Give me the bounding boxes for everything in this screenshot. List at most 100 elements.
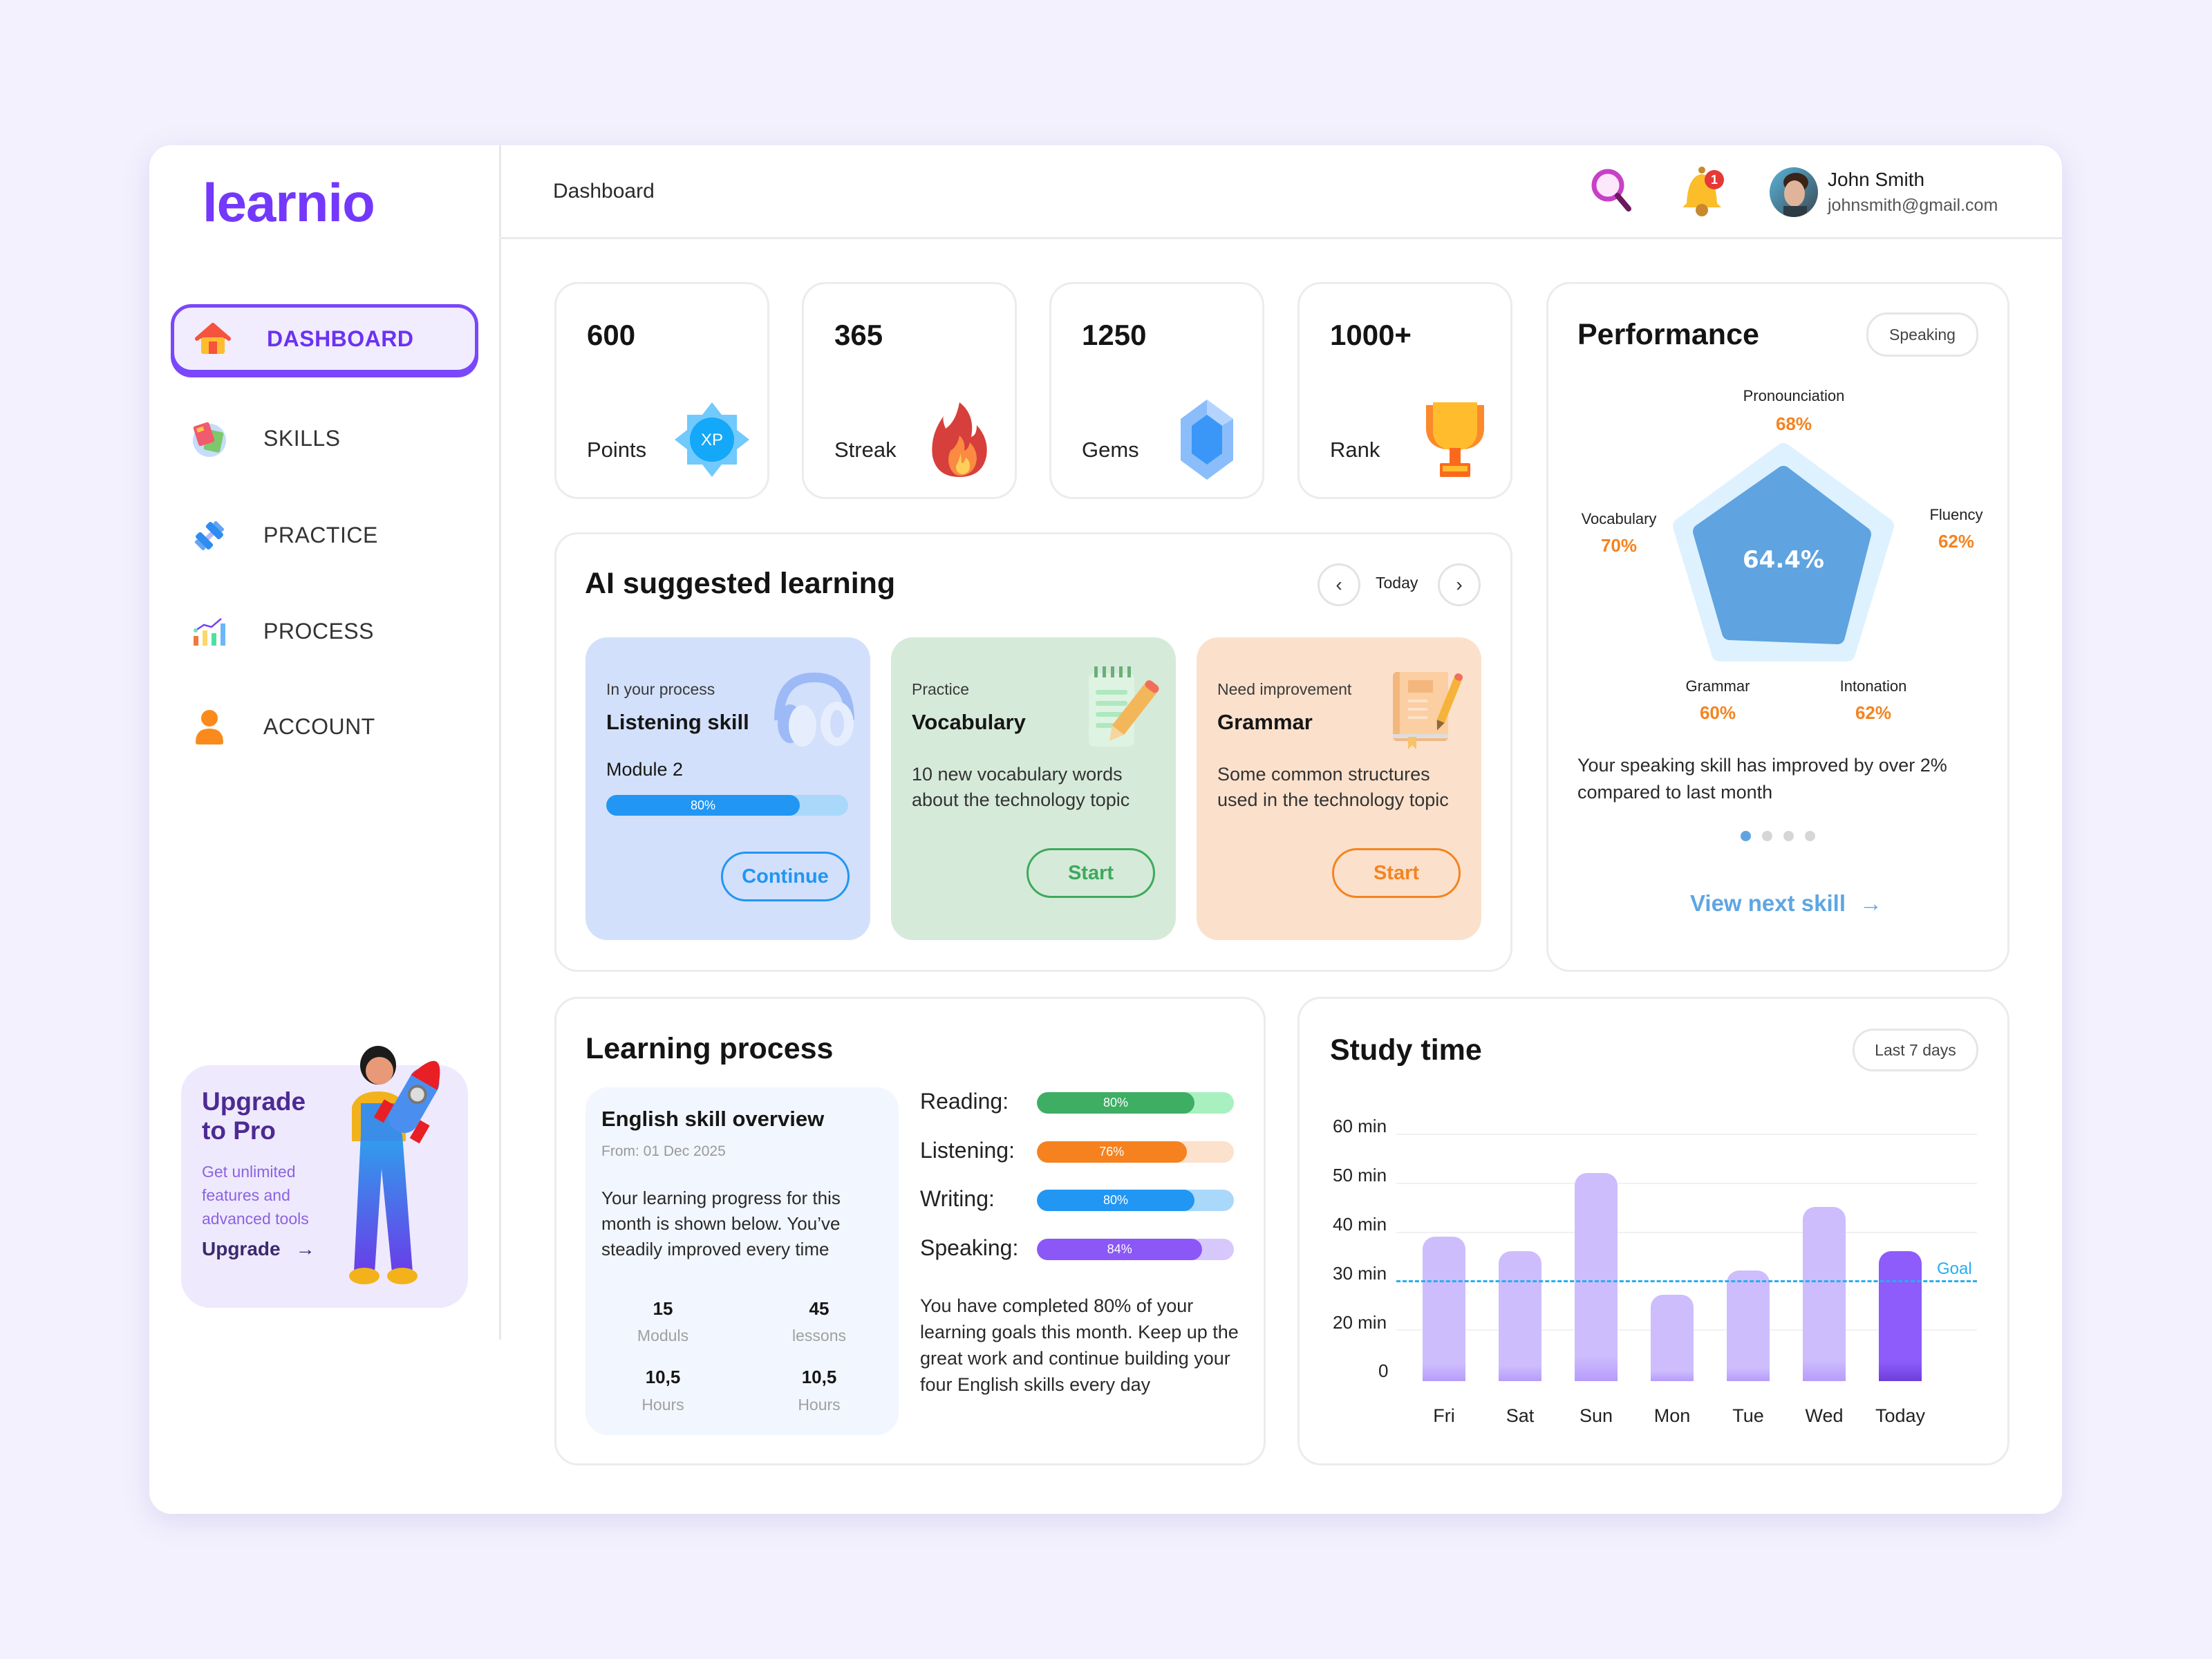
listening-progress-bar: 76% (1037, 1141, 1234, 1163)
progress-fill: 84% (1037, 1239, 1203, 1260)
overview-description: Your learning progress for this month is… (601, 1188, 841, 1259)
ai-suggested-title: AI suggested learning (585, 567, 896, 600)
y-tick: 50 min (1333, 1165, 1387, 1185)
grid-line (1396, 1134, 1977, 1135)
suggestion-card-grammar[interactable]: Need improvement Grammar Some common str… (1197, 637, 1481, 940)
y-tick: 40 min (1333, 1214, 1387, 1235)
upgrade-link-label: Upgrade (202, 1238, 281, 1259)
upgrade-link[interactable]: Upgrade → (202, 1238, 315, 1260)
upgrade-title-line1: Upgrade (202, 1087, 306, 1116)
bar-today[interactable] (1879, 1250, 1922, 1381)
radar-value-grammar: 60% (1699, 702, 1736, 723)
bar-mon[interactable] (1651, 1295, 1694, 1381)
carousel-dots (1741, 831, 1815, 841)
start-grammar-button[interactable]: Start (1332, 848, 1461, 898)
sidebar-item-skills[interactable]: SKILLS (171, 402, 478, 475)
overview-stat-value: 10,5 (645, 1367, 681, 1387)
view-next-skill-link[interactable]: View next skill → (1690, 890, 1882, 917)
notifications-button[interactable]: 1 (1678, 166, 1728, 218)
stat-label: Rank (1330, 438, 1380, 462)
user-photo (1783, 173, 1808, 217)
stat-label: Gems (1082, 438, 1139, 462)
suggestion-kicker: In your process (606, 680, 715, 698)
period-filter-dropdown[interactable]: Last 7 days (1853, 1029, 1978, 1071)
carousel-dot-1[interactable] (1741, 831, 1751, 841)
gem-icon (1165, 398, 1248, 481)
stat-value: 365 (834, 319, 883, 351)
module-label: Module 2 (606, 759, 684, 780)
bar-sat[interactable] (1499, 1250, 1541, 1381)
y-tick: 20 min (1333, 1312, 1387, 1333)
sidebar-item-label: PRACTICE (263, 523, 378, 547)
stat-card-gems[interactable]: 1250 Gems (1049, 282, 1264, 499)
sidebar-item-practice[interactable]: PRACTICE (171, 499, 478, 572)
suggestion-card-listening[interactable]: In your process Listening skill Module 2… (585, 637, 870, 940)
radar-value-intonation: 62% (1855, 702, 1892, 723)
svg-text:XP: XP (701, 431, 723, 449)
page-title: Dashboard (553, 180, 655, 203)
chevron-right-icon: › (1456, 574, 1463, 595)
stat-value: 1000+ (1330, 319, 1412, 351)
prev-day-button[interactable]: ‹ (1318, 563, 1360, 606)
stat-label: Streak (834, 438, 897, 462)
y-tick: 0 (1378, 1360, 1389, 1381)
stat-card-rank[interactable]: 1000+ Rank (1297, 282, 1512, 499)
sidebar-item-label: ACCOUNT (263, 714, 375, 739)
carousel-dot-2[interactable] (1762, 831, 1772, 841)
home-icon (194, 319, 232, 358)
book-pencil-icon (1380, 665, 1470, 755)
bar-wed[interactable] (1803, 1207, 1846, 1381)
sidebar-item-dashboard[interactable]: DASHBOARD (171, 304, 478, 373)
xp-badge-icon: XP (671, 398, 753, 481)
date-label: Today (1376, 574, 1418, 592)
start-vocabulary-button[interactable]: Start (1027, 848, 1155, 898)
skill-label-reading: Reading: (920, 1089, 1009, 1114)
next-day-button[interactable]: › (1438, 563, 1481, 606)
sidebar-item-process[interactable]: PROCESS (171, 595, 478, 668)
carousel-dot-3[interactable] (1783, 831, 1794, 841)
stat-value: 1250 (1082, 319, 1147, 351)
upgrade-title: Upgrade to Pro (202, 1087, 306, 1145)
sidebar-item-label: PROCESS (263, 619, 374, 644)
stat-card-points[interactable]: 600 Points XP (554, 282, 769, 499)
radar-axis-vocabulary: Vocabulary (1581, 510, 1657, 527)
view-next-skill-label: View next skill (1690, 890, 1846, 916)
books-icon (190, 420, 229, 458)
search-button[interactable] (1587, 166, 1637, 216)
user-icon (190, 708, 229, 747)
sidebar-item-account[interactable]: ACCOUNT (171, 691, 478, 763)
radar-axis-intonation: Intonation (1839, 677, 1907, 695)
continue-button[interactable]: Continue (721, 852, 850, 901)
stat-card-streak[interactable]: 365 Streak (802, 282, 1017, 499)
progress-fill: 76% (1037, 1141, 1187, 1163)
speaking-progress-bar: 84% (1037, 1239, 1234, 1260)
overview-stat-value: 45 (809, 1298, 830, 1319)
suggestion-description: 10 new vocabulary words about the techno… (912, 764, 1130, 810)
carousel-dot-4[interactable] (1805, 831, 1815, 841)
bar-sun[interactable] (1575, 1172, 1618, 1381)
radar-axis-pronounciation: Pronounciation (1743, 387, 1845, 404)
header-divider (499, 237, 2062, 239)
upgrade-card: Upgrade to Pro Get unlimited features an… (181, 1046, 468, 1308)
avatar[interactable] (1770, 167, 1818, 217)
y-tick: 60 min (1333, 1116, 1387, 1136)
app-logo[interactable]: learnio (203, 172, 375, 233)
arrow-right-icon: → (295, 1238, 315, 1259)
radar-value-fluency: 62% (1938, 531, 1975, 552)
x-axis-label: Wed (1805, 1405, 1844, 1426)
bar-fri[interactable] (1423, 1236, 1465, 1381)
goal-label: Goal (1937, 1259, 1972, 1278)
radar-value-vocabulary: 70% (1600, 535, 1638, 556)
skill-filter-dropdown[interactable]: Speaking (1866, 312, 1978, 357)
notepad-pencil-icon (1075, 665, 1165, 755)
bar-tue[interactable] (1727, 1271, 1770, 1381)
suggestion-card-vocabulary[interactable]: Practice Vocabulary 10 new vocabulary wo… (891, 637, 1176, 940)
sidebar-divider (499, 145, 501, 1340)
rocket-character-illustration (349, 1046, 440, 1284)
radar-axis-fluency: Fluency (1929, 506, 1983, 523)
x-axis-label: Fri (1433, 1405, 1455, 1426)
skill-label-listening: Listening: (920, 1138, 1015, 1163)
search-icon (1591, 169, 1631, 212)
arrow-right-icon: → (1859, 890, 1883, 916)
writing-progress-bar: 80% (1037, 1190, 1234, 1211)
